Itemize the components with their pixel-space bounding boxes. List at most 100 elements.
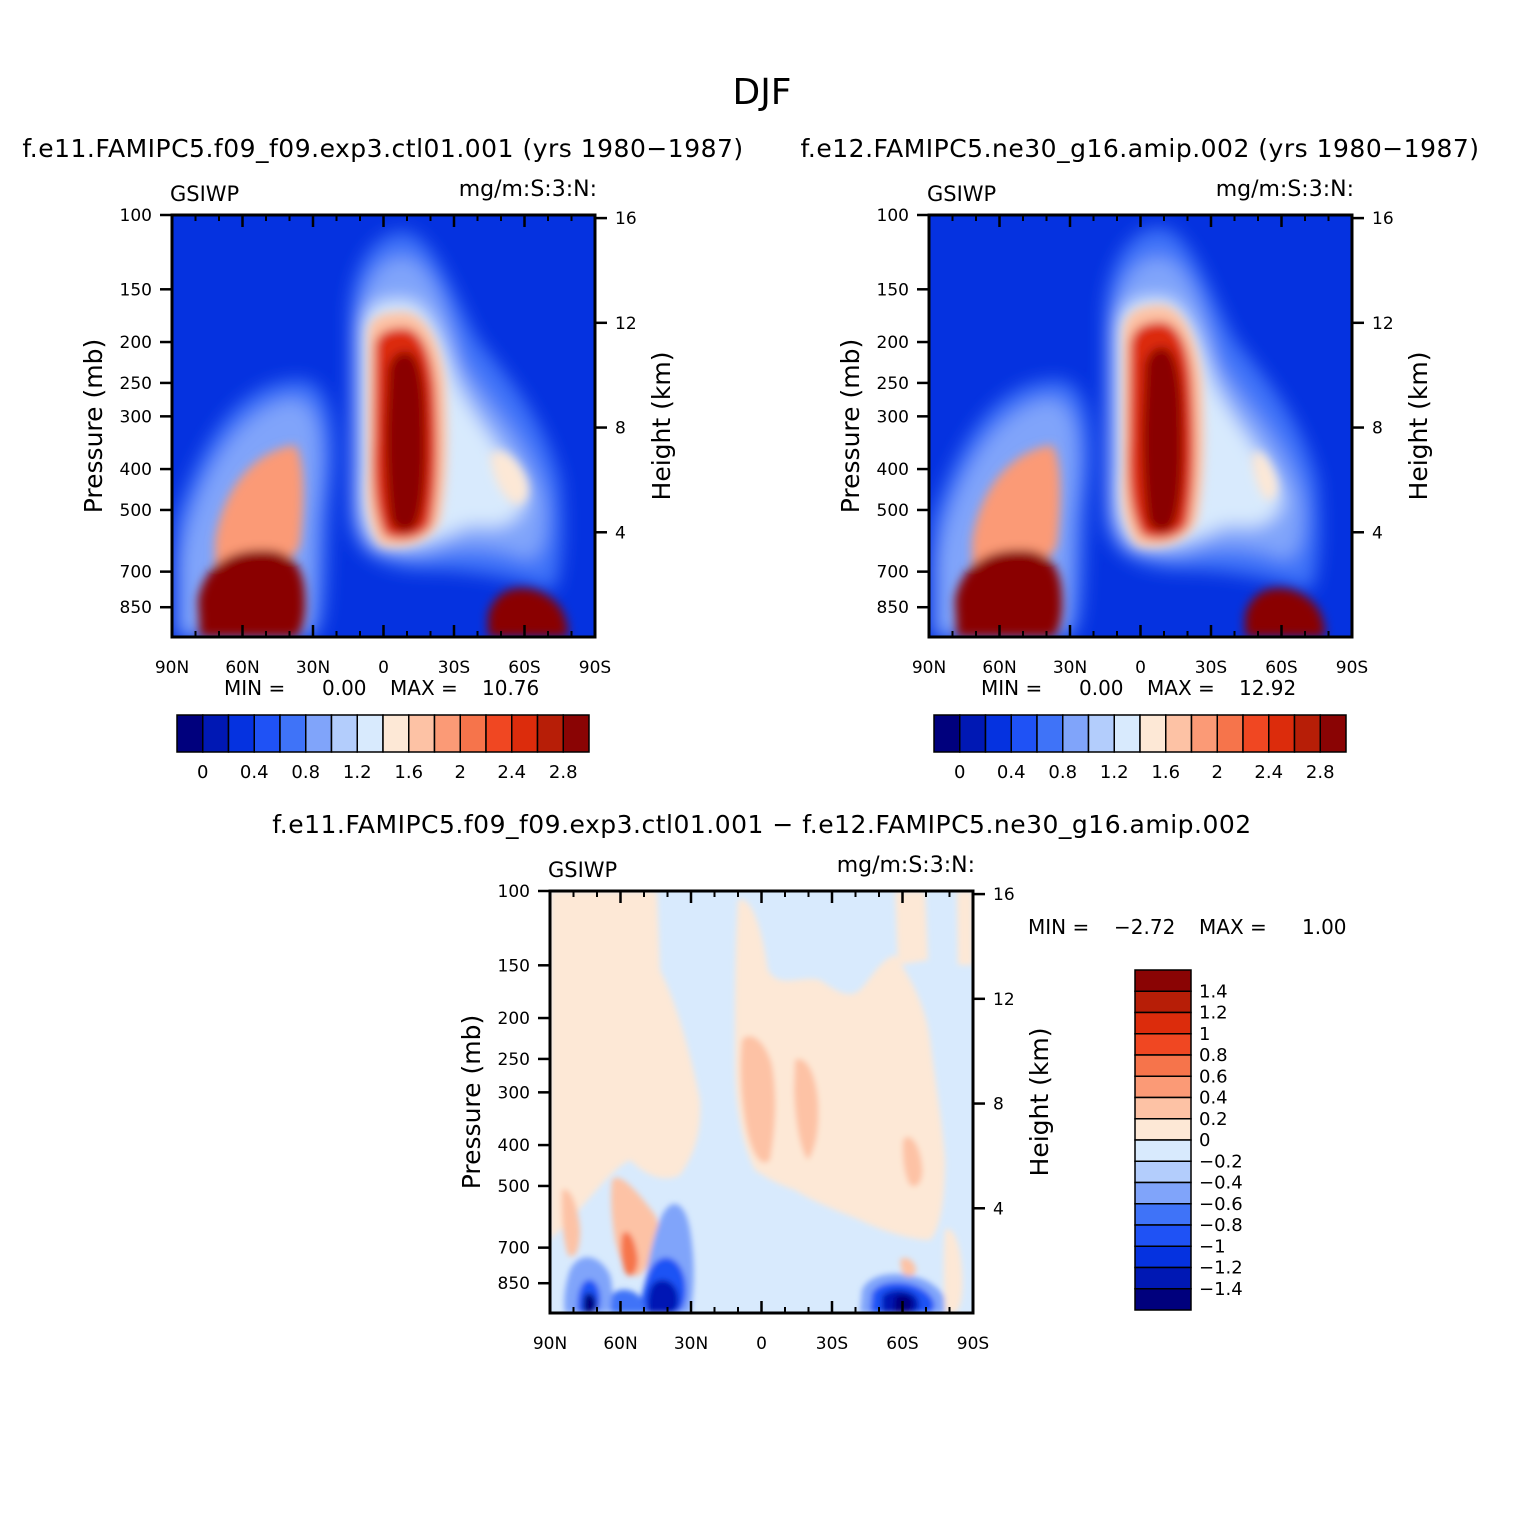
panel-3-ylabel: Pressure (mb) xyxy=(457,1015,486,1189)
cbar1-swatch-1 xyxy=(202,714,230,753)
p3-xtick-label-1: 60N xyxy=(603,1334,637,1354)
cbar3-label-3: 0.8 xyxy=(1199,1045,1228,1066)
p3-xtick-label-5: 60S xyxy=(886,1334,918,1354)
cbar3-label-13: −1.2 xyxy=(1199,1258,1243,1279)
cbar2-swatch-12 xyxy=(1242,714,1270,753)
p3-edge-top xyxy=(957,891,973,965)
cbar3-swatch-3 xyxy=(1134,1033,1192,1056)
cbar1-swatch-3 xyxy=(253,714,281,753)
p3-ytick-label-5: 400 xyxy=(498,1136,530,1156)
panel-3-min-value: −2.72 xyxy=(1114,915,1175,939)
p3-nh-p3 xyxy=(621,1231,638,1276)
cbar2-label-6: 2.4 xyxy=(1254,762,1283,783)
cbar1-swatch-11 xyxy=(459,714,487,753)
panel-3-units: mg/m:S:3:N: xyxy=(837,853,975,878)
p3-ytick-label-6: 500 xyxy=(498,1177,530,1197)
panel-2-units: mg/m:S:3:N: xyxy=(1216,177,1354,202)
cbar1-swatch-10 xyxy=(433,714,461,753)
p1-y2tick-label-0: 16 xyxy=(615,209,637,229)
p2-y2tick-label-0: 16 xyxy=(1372,209,1394,229)
panel-1-ylabel: Pressure (mb) xyxy=(79,339,108,513)
p3-nh-neg4 xyxy=(647,1279,679,1313)
cbar1-swatch-0 xyxy=(176,714,204,753)
p1-xtick-label-0: 90N xyxy=(155,658,189,678)
cbar3-swatch-2 xyxy=(1134,1011,1192,1035)
p3-ytick-label-7: 700 xyxy=(498,1239,530,1259)
cbar1-swatch-8 xyxy=(382,714,410,753)
panel-1-colorbar: 0 0.4 0.8 1.2 1.6 2 2.4 2.8 xyxy=(176,714,590,783)
panel-1-header: f.e11.FAMIPC5.f09_f09.exp3.ctl01.001 (yr… xyxy=(22,134,743,163)
p1-nh-upper xyxy=(215,445,304,572)
p3-sh-pos-small xyxy=(943,1229,963,1313)
panel-3-axes: 90N 60N 30N 0 30S 60S 90S 100 150 200 250 300 400 500… xyxy=(498,882,1015,1354)
p2-xtick-label-3: 0 xyxy=(1135,658,1146,678)
p2-ytick-label-5: 400 xyxy=(877,460,909,480)
p3-ytick-label-0: 100 xyxy=(498,882,530,902)
p3-ytick-label-8: 850 xyxy=(498,1274,530,1294)
p1-ytick-label-4: 300 xyxy=(120,407,152,427)
p1-nh-lower xyxy=(198,549,306,637)
cbar2-swatch-4 xyxy=(1036,714,1064,753)
panel-2-max-value: 12.92 xyxy=(1239,676,1296,700)
cbar2-label-0: 0 xyxy=(954,762,965,783)
cbar1-swatch-6 xyxy=(330,714,358,753)
p2-ytick-label-4: 300 xyxy=(877,407,909,427)
panel-3-header: f.e11.FAMIPC5.f09_f09.exp3.ctl01.001 − f… xyxy=(272,810,1251,839)
p2-sh-lower xyxy=(1245,588,1325,637)
cbar3-swatch-10 xyxy=(1134,1181,1192,1205)
cbar3-swatch-8 xyxy=(1134,1139,1192,1162)
cbar2-swatch-10 xyxy=(1190,714,1218,753)
cbar3-swatch-11 xyxy=(1134,1203,1192,1226)
panel-2-axes: 90N 60N 30N 0 30S 60S 90S 100 150 200 250 300 400 500… xyxy=(877,206,1394,678)
panel-1-min-label: MIN = xyxy=(224,676,285,700)
cbar3-label-11: −0.8 xyxy=(1199,1215,1243,1236)
p2-ytick-label-0: 100 xyxy=(877,206,909,226)
p2-y2tick-label-3: 4 xyxy=(1372,523,1383,543)
p1-trop-max xyxy=(385,351,427,532)
p2-sh-upper xyxy=(1252,451,1278,501)
cbar2-swatch-15 xyxy=(1319,714,1347,753)
cbar2-swatch-5 xyxy=(1062,714,1090,753)
p1-xtick-label-2: 30N xyxy=(296,658,330,678)
panel-3-colorbar: 1.41.210.80.60.40.20−0.2−0.4−0.6−0.8−1−1… xyxy=(1134,969,1243,1311)
cbar3-swatch-0 xyxy=(1134,969,1192,992)
p2-nh-upper xyxy=(972,445,1061,572)
p1-xtick-label-5: 60S xyxy=(508,658,540,678)
p3-sh-p xyxy=(902,1136,923,1187)
p1-ytick-label-3: 250 xyxy=(120,374,152,394)
cbar2-label-1: 0.4 xyxy=(997,762,1026,783)
p2-trop-max xyxy=(1142,346,1184,532)
cbar3-label-8: −0.2 xyxy=(1199,1151,1243,1172)
figure-title: DJF xyxy=(732,72,791,113)
cbar3-swatch-4 xyxy=(1134,1054,1192,1077)
cbar3-label-6: 0.2 xyxy=(1199,1109,1228,1130)
cbar1-label-3: 1.2 xyxy=(343,762,372,783)
cbar2-label-5: 2 xyxy=(1212,762,1223,783)
cbar3-swatch-12 xyxy=(1134,1224,1192,1247)
p3-sh-top xyxy=(895,891,928,965)
p1-ytick-label-2: 200 xyxy=(120,333,152,353)
panel-2-min-value: 0.00 xyxy=(1079,676,1124,700)
p2-xtick-label-6: 90S xyxy=(1336,658,1368,678)
cbar3-swatch-7 xyxy=(1134,1118,1192,1141)
cbar2-label-4: 1.6 xyxy=(1151,762,1180,783)
cbar3-swatch-6 xyxy=(1134,1096,1192,1120)
panel-1: f.e11.FAMIPC5.f09_f09.exp3.ctl01.001 (yr… xyxy=(22,134,743,783)
cbar3-label-2: 1 xyxy=(1199,1024,1210,1045)
panel-2-min-label: MIN = xyxy=(981,676,1042,700)
cbar3-swatch-9 xyxy=(1134,1160,1192,1184)
p3-xtick-label-6: 90S xyxy=(957,1334,989,1354)
panel-1-min-value: 0.00 xyxy=(322,676,367,700)
cbar1-label-1: 0.4 xyxy=(240,762,269,783)
panel-2-field xyxy=(929,215,1352,637)
panel-1-max-value: 10.76 xyxy=(482,676,539,700)
p3-trop-warm xyxy=(735,899,945,1240)
p3-y2tick-label-1: 12 xyxy=(993,990,1015,1010)
p2-xtick-label-0: 90N xyxy=(912,658,946,678)
cbar2-swatch-9 xyxy=(1165,714,1193,753)
cbar1-swatch-7 xyxy=(356,714,384,753)
p3-nh-neg6 xyxy=(583,1293,596,1313)
cbar1-label-4: 1.6 xyxy=(394,762,423,783)
panel-2-variable: GSIWP xyxy=(927,182,996,206)
